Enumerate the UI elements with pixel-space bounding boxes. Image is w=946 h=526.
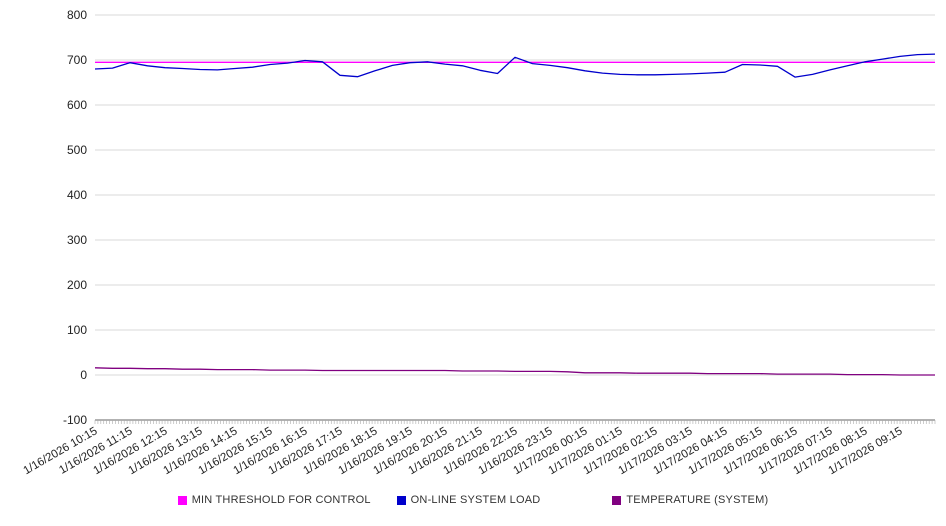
legend-swatch-system-load: [396, 495, 406, 505]
y-tick-label: 600: [67, 98, 87, 112]
y-tick-label: 0: [80, 368, 87, 382]
y-tick-label: 300: [67, 233, 87, 247]
y-tick-label: 800: [67, 8, 87, 22]
legend-item-system-load: ON-LINE SYSTEM LOAD: [396, 494, 541, 506]
series-line-1: [94, 53, 936, 78]
legend-item-temperature: TEMPERATURE (SYSTEM): [612, 494, 768, 506]
legend-item-min-threshold: MIN THRESHOLD FOR CONTROL: [177, 494, 371, 506]
series-line-2: [94, 367, 935, 376]
y-tick-label: 700: [67, 53, 87, 67]
legend-swatch-temperature: [612, 495, 622, 505]
legend-label-min-threshold: MIN THRESHOLD FOR CONTROL: [191, 494, 371, 506]
legend-swatch-min-threshold: [177, 495, 187, 505]
chart-legend: MIN THRESHOLD FOR CONTROL ON-LINE SYSTEM…: [0, 494, 946, 506]
y-tick-label: 400: [67, 188, 87, 202]
y-tick-label: -100: [63, 413, 87, 427]
y-tick-label: 500: [67, 143, 87, 157]
legend-label-system-load: ON-LINE SYSTEM LOAD: [410, 494, 541, 506]
legend-label-temperature: TEMPERATURE (SYSTEM): [626, 494, 769, 506]
y-tick-label: 200: [67, 278, 87, 292]
y-tick-label: 100: [67, 323, 87, 337]
